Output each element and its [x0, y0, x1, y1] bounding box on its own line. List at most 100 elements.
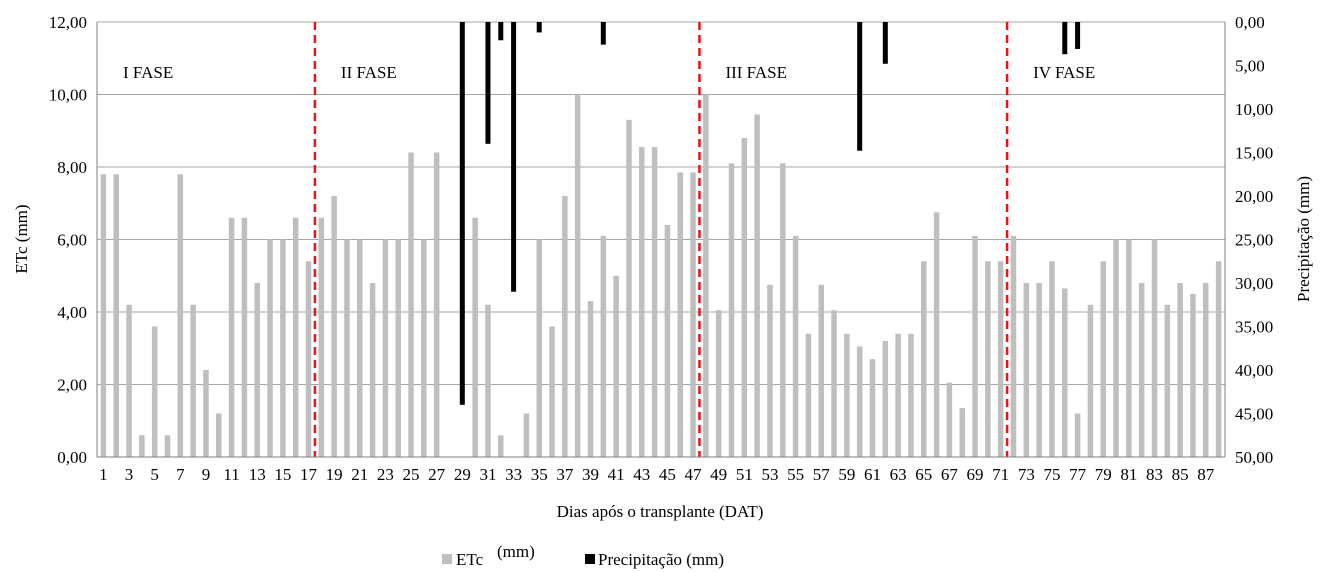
etc-bar	[690, 172, 696, 457]
etc-bar	[587, 301, 594, 457]
etc-bar	[382, 239, 389, 457]
etc-bar	[562, 196, 568, 457]
etc-bar	[780, 163, 786, 457]
x-tick-label: 23	[377, 465, 394, 484]
phase-label: III FASE	[725, 63, 787, 82]
etc-bar	[1203, 283, 1209, 457]
etc-bar	[292, 217, 299, 457]
x-tick-label: 75	[1043, 465, 1060, 484]
x-tick-label: 87	[1197, 465, 1215, 484]
etc-bar	[677, 172, 683, 457]
phase-labels: I FASE II FASE III FASE IV FASE	[123, 63, 1095, 82]
etc-bar	[844, 333, 850, 457]
x-tick-label: 45	[659, 465, 676, 484]
x-tick-label: 35	[531, 465, 548, 484]
etc-bar	[267, 239, 273, 457]
etc-bar	[126, 304, 132, 457]
y2-tick-label: 40,00	[1235, 361, 1273, 380]
y2-tick-label: 15,00	[1235, 144, 1273, 163]
x-axis-ticks: 1 3 5 7 9 11 13 15 17 19 21 23 25 27 29 31 33 35 37 39 41 43 4…	[99, 465, 1215, 484]
y2-tick-label: 45,00	[1235, 405, 1273, 424]
etc-bar	[472, 217, 478, 457]
precipitation-bar	[882, 22, 888, 64]
etc-bar	[613, 275, 619, 457]
x-axis-title: Dias após o transplante (DAT)	[557, 502, 764, 521]
x-tick-label: 41	[608, 465, 625, 484]
x-tick-label: 81	[1120, 465, 1137, 484]
etc-bar	[728, 163, 735, 457]
etc-bar	[1074, 413, 1081, 457]
x-tick-label: 13	[249, 465, 266, 484]
x-tick-label: 5	[150, 465, 159, 484]
etc-bar	[715, 310, 722, 457]
legend-label-precipitation: Precipitação (mm)	[598, 550, 724, 569]
phase-label: II FASE	[341, 63, 397, 82]
etc-bar	[1049, 261, 1055, 457]
etc-bar	[1100, 261, 1106, 457]
precipitation-bar	[857, 22, 863, 151]
phase-dividers	[313, 22, 1009, 457]
x-tick-label: 29	[454, 465, 471, 484]
y-axis-left-title: ETc (mm)	[12, 204, 31, 273]
etc-bar	[1151, 239, 1158, 457]
etc-bar	[1023, 283, 1030, 457]
precipitation-bar	[1075, 22, 1081, 49]
etc-bar	[421, 239, 427, 457]
etc-bar	[651, 147, 658, 457]
x-tick-label: 7	[176, 465, 185, 484]
etc-bar	[305, 261, 312, 457]
etc-bar	[433, 152, 440, 457]
x-tick-label: 27	[428, 465, 446, 484]
etc-bar	[139, 435, 145, 457]
x-tick-label: 51	[736, 465, 753, 484]
etc-bar	[818, 284, 824, 457]
y-axis-right-title: Precipitação (mm)	[1294, 176, 1313, 302]
x-tick-label: 83	[1146, 465, 1163, 484]
etc-bar	[357, 239, 363, 457]
x-tick-label: 1	[99, 465, 108, 484]
etc-bar	[1190, 293, 1196, 457]
etc-bar	[972, 235, 978, 457]
etc-bar	[151, 326, 158, 457]
axes	[96, 22, 1226, 458]
x-tick-label: 57	[813, 465, 831, 484]
x-tick-label: 47	[685, 465, 703, 484]
precipitation-series	[459, 22, 1081, 405]
etc-bar	[664, 225, 671, 457]
x-tick-label: 55	[787, 465, 804, 484]
x-tick-label: 73	[1018, 465, 1035, 484]
etc-bar	[997, 261, 1004, 457]
y-axis-right-ticks: 0,00 5,00 10,00 15,00 20,00 25,00 30,00 35,00 40…	[1235, 13, 1273, 467]
etc-bar	[741, 138, 748, 457]
y2-tick-label: 30,00	[1235, 274, 1273, 293]
etc-bar	[574, 94, 581, 457]
y-tick-label: 12,00	[49, 13, 87, 32]
etc-bar	[344, 239, 350, 457]
etc-bar	[228, 217, 235, 457]
x-tick-label: 63	[890, 465, 907, 484]
etc-bar	[216, 413, 222, 457]
etc-bar	[1138, 283, 1145, 457]
etc-bar	[933, 212, 940, 457]
precipitation-bar	[485, 22, 491, 144]
etc-bar	[318, 217, 325, 457]
etc-bar	[254, 283, 260, 457]
x-tick-label: 61	[864, 465, 881, 484]
etc-bar	[280, 239, 286, 457]
etc-bar	[908, 333, 914, 457]
y2-tick-label: 20,00	[1235, 187, 1273, 206]
legend-label-etc: ETc	[456, 550, 484, 569]
y-tick-label: 4,00	[57, 303, 87, 322]
etc-bar	[1010, 235, 1017, 457]
x-tick-label: 71	[992, 465, 1009, 484]
y2-tick-label: 25,00	[1235, 231, 1273, 250]
precipitation-bar	[536, 22, 542, 33]
etc-bar	[805, 333, 812, 457]
etc-bar	[639, 147, 645, 457]
y-tick-label: 8,00	[57, 158, 87, 177]
x-tick-label: 31	[479, 465, 496, 484]
etc-bar	[523, 413, 530, 457]
etc-bar	[767, 284, 773, 457]
etc-bar	[600, 235, 607, 457]
